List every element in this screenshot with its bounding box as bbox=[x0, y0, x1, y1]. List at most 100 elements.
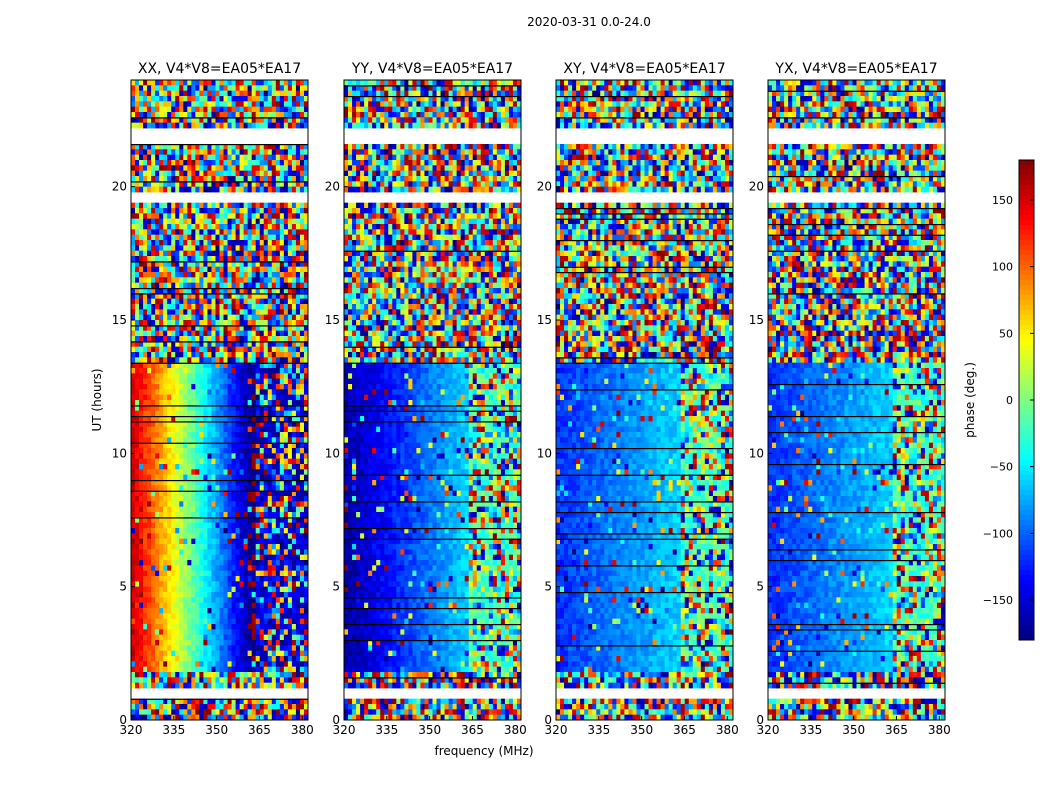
heatmap-cell bbox=[263, 560, 269, 566]
heatmap-cell bbox=[235, 320, 241, 326]
heatmap-cell bbox=[287, 336, 293, 342]
heatmap-cell bbox=[207, 325, 212, 332]
heatmap-cell bbox=[295, 506, 301, 513]
heatmap-cell bbox=[271, 640, 277, 646]
heatmap-cell bbox=[227, 442, 232, 449]
heatmap-cell bbox=[275, 160, 281, 166]
heatmap-cell bbox=[223, 378, 228, 385]
heatmap-cell bbox=[275, 613, 281, 620]
heatmap-cell bbox=[135, 416, 140, 422]
heatmap-cell bbox=[147, 416, 152, 422]
heatmap-cell bbox=[239, 341, 245, 348]
heatmap-cell bbox=[139, 288, 144, 294]
heatmap-cell bbox=[151, 709, 156, 716]
heatmap-cell bbox=[175, 528, 180, 534]
heatmap-cell bbox=[207, 378, 212, 385]
heatmap-cell bbox=[143, 234, 148, 241]
heatmap-cell bbox=[255, 234, 261, 241]
heatmap-cell bbox=[255, 106, 261, 113]
heatmap-cell bbox=[203, 533, 208, 540]
heatmap-cell bbox=[255, 426, 261, 433]
heatmap-cell bbox=[215, 357, 220, 364]
heatmap-cell bbox=[135, 160, 140, 166]
heatmap-cell bbox=[183, 245, 188, 252]
heatmap-cell bbox=[147, 293, 152, 300]
heatmap-cell bbox=[243, 602, 249, 609]
heatmap-cell bbox=[203, 624, 208, 630]
heatmap-cell bbox=[159, 170, 164, 177]
heatmap-cell bbox=[255, 117, 261, 124]
heatmap-cell bbox=[203, 656, 208, 662]
heatmap-cell bbox=[187, 405, 192, 412]
heatmap-cell bbox=[211, 122, 216, 129]
heatmap-cell bbox=[179, 714, 184, 721]
heatmap-cell bbox=[239, 624, 245, 630]
heatmap-cell bbox=[267, 170, 273, 177]
heatmap-cell bbox=[279, 506, 285, 513]
heatmap-cell bbox=[239, 485, 245, 492]
heatmap-cell bbox=[295, 405, 301, 412]
heatmap-cell bbox=[203, 304, 208, 310]
heatmap-cell bbox=[279, 144, 285, 150]
heatmap-cell bbox=[299, 586, 305, 593]
heatmap-cell bbox=[135, 432, 140, 438]
heatmap-cell bbox=[163, 144, 168, 150]
heatmap-cell bbox=[187, 437, 192, 444]
heatmap-cell bbox=[215, 330, 220, 337]
heatmap-cell bbox=[303, 624, 309, 630]
heatmap-cell bbox=[251, 272, 257, 278]
heatmap-cell bbox=[291, 458, 297, 465]
heatmap-cell bbox=[179, 549, 184, 556]
heatmap-cell bbox=[159, 426, 164, 433]
heatmap-cell bbox=[163, 400, 168, 406]
heatmap-cell bbox=[203, 144, 208, 150]
heatmap-cell bbox=[131, 549, 136, 556]
heatmap-cell bbox=[239, 272, 245, 278]
heatmap-cell bbox=[135, 144, 140, 150]
heatmap-cell bbox=[167, 517, 172, 524]
heatmap-cell bbox=[271, 352, 277, 358]
heatmap-cell bbox=[271, 373, 277, 380]
heatmap-cell bbox=[267, 666, 273, 673]
heatmap-cell bbox=[155, 106, 160, 113]
heatmap-cell bbox=[175, 117, 180, 124]
heatmap-cell bbox=[191, 714, 196, 721]
heatmap-cell bbox=[275, 373, 281, 380]
heatmap-cell bbox=[167, 624, 172, 630]
heatmap-cell bbox=[191, 304, 196, 310]
heatmap-cell bbox=[235, 458, 241, 465]
heatmap-cell bbox=[263, 581, 269, 588]
heatmap-cell bbox=[279, 485, 285, 492]
heatmap-cell bbox=[279, 714, 285, 721]
heatmap-cell bbox=[303, 256, 309, 262]
heatmap-cell bbox=[211, 506, 216, 513]
heatmap-cell bbox=[151, 245, 156, 252]
heatmap-cell bbox=[247, 538, 253, 545]
heatmap-cell bbox=[235, 293, 241, 300]
heatmap-cell bbox=[211, 261, 216, 268]
heatmap-cell bbox=[179, 437, 184, 444]
heatmap-cell bbox=[167, 96, 172, 102]
heatmap-cell bbox=[199, 464, 204, 470]
heatmap-cell bbox=[227, 112, 232, 118]
heatmap-cell bbox=[183, 80, 188, 86]
heatmap-cell bbox=[247, 533, 253, 540]
heatmap-cell bbox=[259, 538, 265, 545]
heatmap-cell bbox=[191, 218, 196, 225]
heatmap-cell bbox=[291, 410, 297, 417]
heatmap-cell bbox=[183, 309, 188, 316]
heatmap-cell bbox=[151, 293, 156, 300]
heatmap-cell bbox=[255, 293, 261, 300]
heatmap-cell bbox=[299, 250, 305, 257]
heatmap-cell bbox=[227, 570, 232, 577]
heatmap-cell bbox=[235, 565, 241, 572]
heatmap-cell bbox=[131, 293, 136, 300]
heatmap-cell bbox=[183, 400, 188, 406]
heatmap-cell bbox=[191, 554, 196, 561]
heatmap-cell bbox=[155, 517, 160, 524]
heatmap-cell bbox=[219, 352, 224, 358]
heatmap-cell bbox=[271, 314, 277, 321]
heatmap-cell bbox=[243, 432, 249, 438]
heatmap-cell bbox=[131, 341, 136, 348]
heatmap-cell bbox=[227, 298, 232, 305]
